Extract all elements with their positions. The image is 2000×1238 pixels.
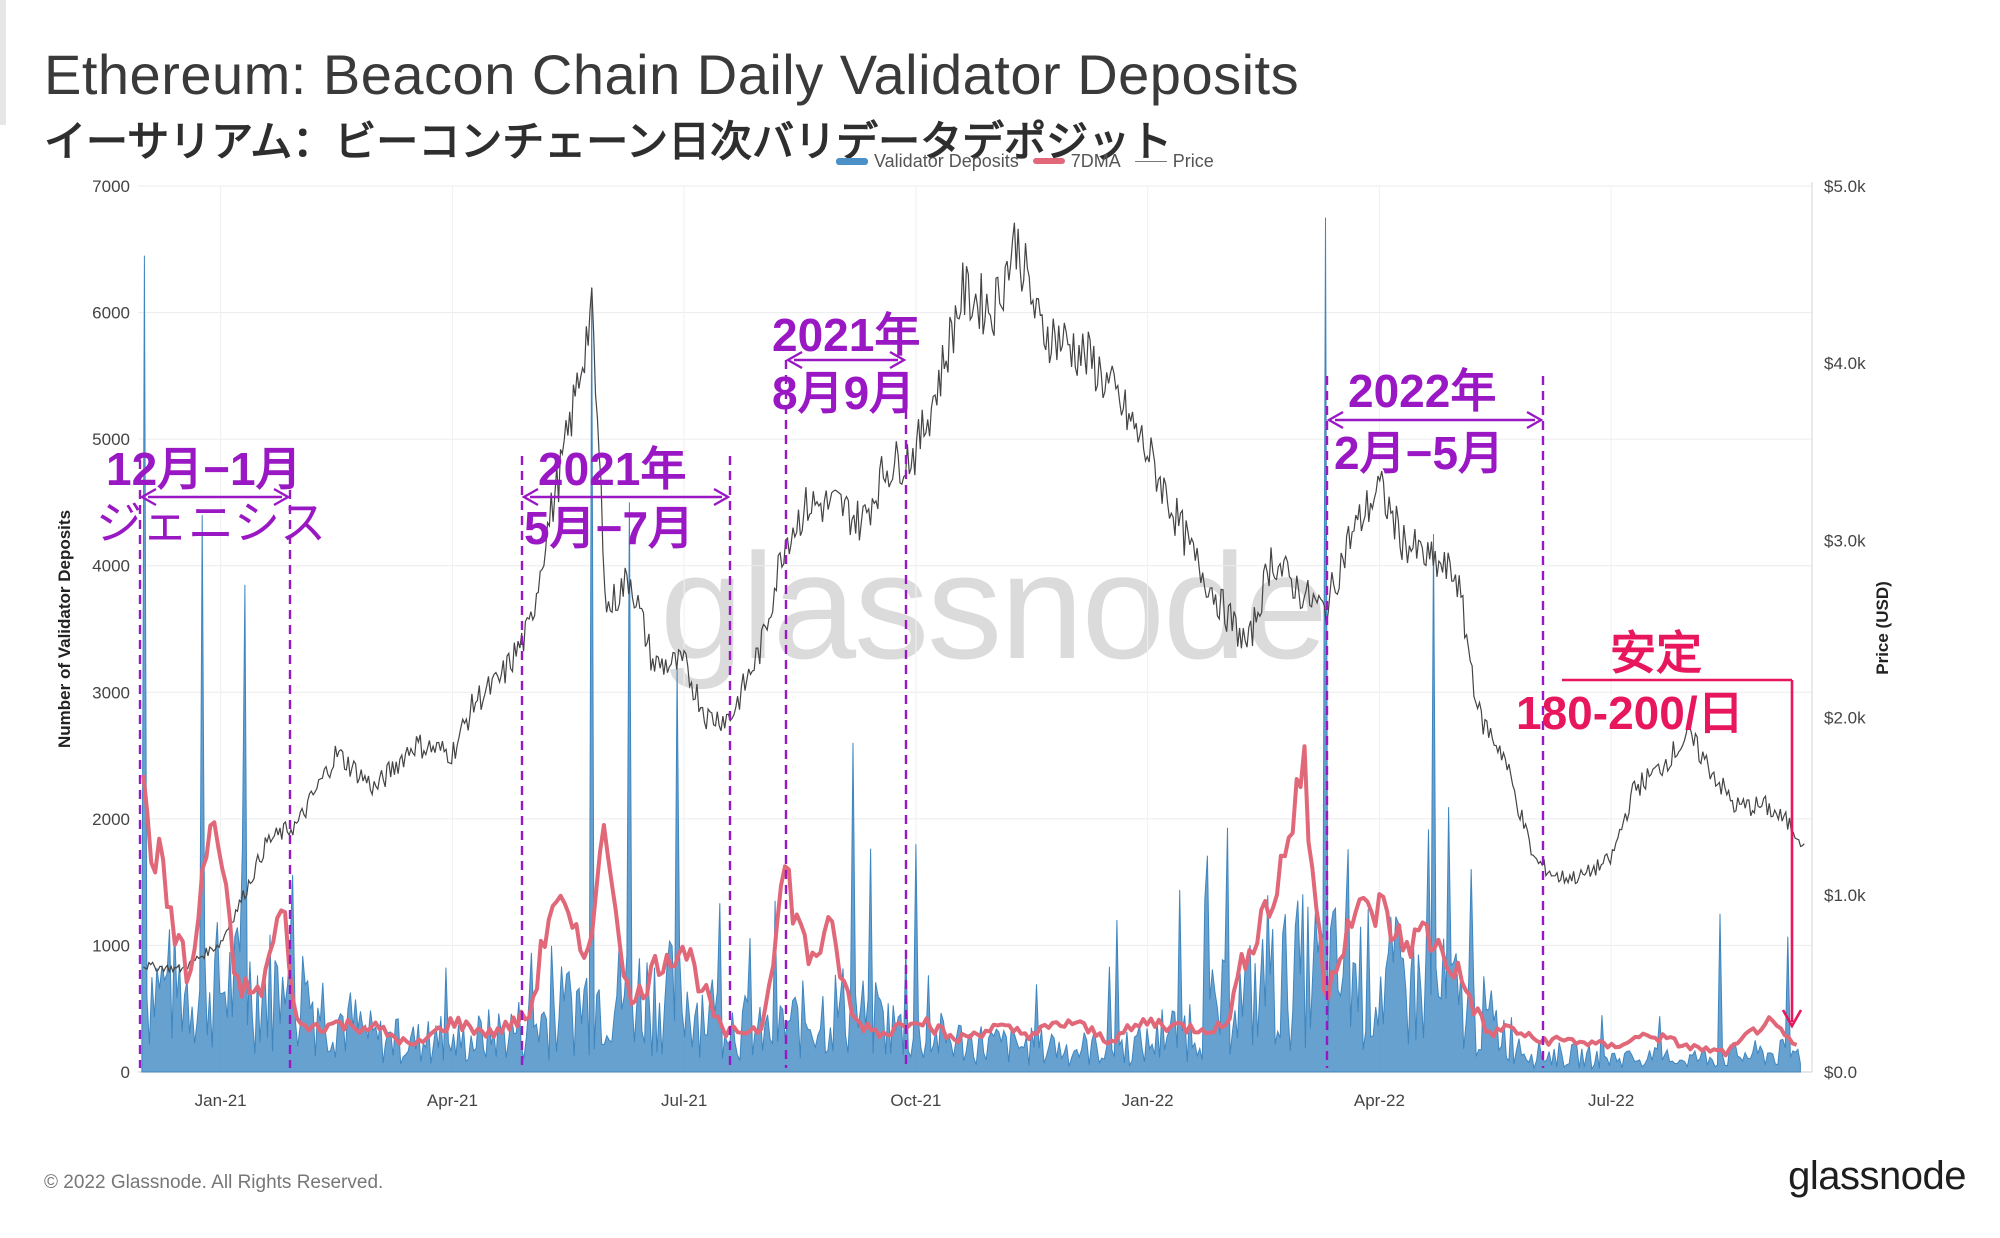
annotation-may-jul-line2: 5月−7月 <box>524 502 695 554</box>
y-tick-label: 3000 <box>92 683 130 702</box>
chart-subtitle: イーサリアム：ビーコンチェーン日次バリデータデポジット <box>44 118 1173 165</box>
annotation-feb-may-line2: 2月−5月 <box>1334 427 1505 479</box>
annotation-genesis-line2: ジェニシス <box>96 497 326 549</box>
legend-swatch-dma <box>1032 158 1065 164</box>
arrow-genesis-head-left <box>139 487 157 507</box>
series-7dma-line <box>141 744 1798 1058</box>
chart-title: Ethereum: Beacon Chain Daily Validator D… <box>44 43 1300 106</box>
series-price-line <box>143 222 1805 974</box>
y-tick-label: 0 <box>121 1063 130 1082</box>
annotation-may-jul-line1: 2021年 <box>538 443 687 495</box>
bracket-stable-arrowhead <box>1781 1009 1803 1029</box>
arrow-aug-sep-head-left <box>785 350 803 370</box>
left-accent-bar <box>0 0 6 125</box>
annotation-aug-sep-line1: 2021年 <box>772 309 921 361</box>
arrow-feb-may-head-left <box>1326 410 1344 430</box>
y-tick-label: 6000 <box>92 304 130 323</box>
y-tick-label: 4000 <box>92 557 130 576</box>
x-tick-label: Jul-22 <box>1588 1091 1634 1110</box>
x-tick-label: Jul-21 <box>661 1091 707 1110</box>
arrow-aug-sep-head-right <box>889 350 907 370</box>
legend: Validator Deposits 7DMA Price <box>836 150 1228 172</box>
y-tick-label: 1000 <box>92 936 130 955</box>
y2-tick-label: $0.0 <box>1824 1063 1857 1082</box>
x-tick-label: Apr-22 <box>1354 1091 1405 1110</box>
annotation-aug-sep-line2: 8月9月 <box>772 367 916 419</box>
y2-axis-title: Price (USD) <box>1873 581 1892 675</box>
x-tick-label: Oct-21 <box>890 1091 941 1110</box>
legend-swatch-price <box>1134 160 1167 162</box>
arrow-genesis-head-right <box>273 487 291 507</box>
y-tick-label: 7000 <box>92 177 130 196</box>
annotation-stable-line2: 180-200/日 <box>1516 687 1744 739</box>
x-tick-label: Apr-21 <box>427 1091 478 1110</box>
arrow-may-jul-head-right <box>713 487 731 507</box>
legend-item-dma[interactable]: 7DMA <box>1032 150 1121 172</box>
x-tick-label: Jan-21 <box>195 1091 247 1110</box>
legend-label-price: Price <box>1172 150 1214 171</box>
arrow-feb-may-head-right <box>1526 410 1544 430</box>
arrow-may-jul-head-left <box>521 487 539 507</box>
annotation-genesis-line1: 12月−1月 <box>106 443 302 495</box>
y-tick-label: 5000 <box>92 430 130 449</box>
y-axis-title: Number of Validator Deposits <box>55 510 74 748</box>
y2-tick-label: $2.0k <box>1824 709 1866 728</box>
legend-swatch-deposits <box>836 157 868 165</box>
copyright-footer: © 2022 Glassnode. All Rights Reserved. <box>44 1172 384 1193</box>
y2-tick-label: $1.0k <box>1824 886 1866 905</box>
x-tick-label: Jan-22 <box>1122 1091 1174 1110</box>
annotation-stable-line1: 安定 <box>1610 627 1702 679</box>
legend-item-deposits[interactable]: Validator Deposits <box>836 151 1019 172</box>
series-deposits-area <box>141 217 1801 1073</box>
legend-label-dma: 7DMA <box>1070 150 1121 171</box>
y2-tick-label: $5.0k <box>1824 177 1866 196</box>
y2-tick-label: $3.0k <box>1824 531 1866 550</box>
legend-item-price[interactable]: Price <box>1134 150 1214 172</box>
y2-tick-label: $4.0k <box>1824 354 1866 373</box>
annotation-feb-may-line1: 2022年 <box>1348 365 1497 417</box>
legend-label-deposits: Validator Deposits <box>874 150 1019 171</box>
y-tick-label: 2000 <box>92 810 130 829</box>
glassnode-logo: glassnode <box>1788 1154 1966 1198</box>
